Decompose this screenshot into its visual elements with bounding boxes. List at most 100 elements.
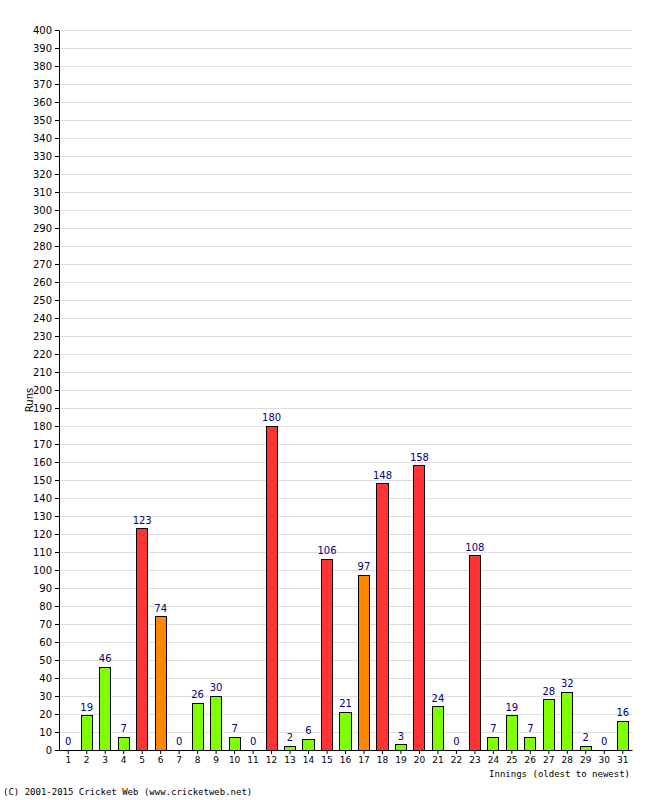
y-tick: 340 bbox=[33, 133, 59, 144]
x-tick: 25 bbox=[506, 750, 517, 765]
bar bbox=[137, 529, 148, 750]
grid-line bbox=[59, 138, 632, 139]
grid-line bbox=[59, 102, 632, 103]
y-tick-mark bbox=[55, 480, 59, 481]
y-tick: 90 bbox=[39, 583, 59, 594]
x-tick-mark bbox=[142, 750, 143, 754]
bar bbox=[358, 575, 369, 750]
y-tick-label: 390 bbox=[33, 43, 52, 54]
y-tick-mark bbox=[55, 210, 59, 211]
data-label: 3 bbox=[398, 731, 404, 742]
bar bbox=[506, 716, 517, 750]
x-tick-mark bbox=[179, 750, 180, 754]
y-tick: 390 bbox=[33, 43, 59, 54]
grid-line bbox=[59, 444, 632, 445]
y-tick-label: 220 bbox=[33, 349, 52, 360]
x-tick-mark bbox=[86, 750, 87, 754]
bar bbox=[525, 737, 536, 750]
bar bbox=[118, 737, 129, 750]
y-tick-label: 290 bbox=[33, 223, 52, 234]
y-tick-label: 200 bbox=[33, 385, 52, 396]
y-tick-label: 30 bbox=[39, 691, 52, 702]
data-label: 106 bbox=[317, 545, 336, 556]
grid-line bbox=[59, 336, 632, 337]
x-tick: 10 bbox=[229, 750, 241, 765]
data-label: 16 bbox=[616, 707, 629, 718]
y-tick-mark bbox=[55, 174, 59, 175]
x-tick: 24 bbox=[488, 750, 500, 765]
grid-line bbox=[59, 318, 632, 319]
y-tick: 10 bbox=[39, 727, 59, 738]
y-tick: 210 bbox=[33, 367, 59, 378]
y-tick-mark bbox=[55, 102, 59, 103]
data-label: 19 bbox=[80, 702, 93, 713]
y-tick: 220 bbox=[33, 349, 59, 360]
bar bbox=[285, 746, 296, 750]
y-tick-mark bbox=[55, 678, 59, 679]
x-tick-mark bbox=[123, 750, 124, 754]
x-tick-label: 7 bbox=[176, 755, 182, 765]
y-axis-title: Runs bbox=[24, 388, 35, 412]
y-tick-mark bbox=[55, 300, 59, 301]
x-tick-label: 30 bbox=[599, 755, 611, 765]
bar bbox=[155, 617, 166, 750]
bar bbox=[174, 750, 185, 751]
bar bbox=[580, 746, 591, 750]
grid-line bbox=[59, 300, 632, 301]
bar bbox=[266, 426, 277, 750]
x-tick: 22 bbox=[451, 750, 462, 765]
y-tick-label: 370 bbox=[33, 79, 52, 90]
x-tick-label: 22 bbox=[451, 755, 462, 765]
y-tick-mark bbox=[55, 444, 59, 445]
x-tick-label: 23 bbox=[469, 755, 480, 765]
x-tick-label: 3 bbox=[102, 755, 108, 765]
y-tick: 170 bbox=[33, 439, 59, 450]
y-tick-label: 0 bbox=[46, 745, 52, 756]
x-tick: 14 bbox=[303, 750, 315, 765]
x-tick-label: 18 bbox=[377, 755, 389, 765]
x-tick-label: 10 bbox=[229, 755, 241, 765]
y-tick-label: 310 bbox=[33, 187, 52, 198]
x-tick: 7 bbox=[176, 750, 182, 765]
x-tick-mark bbox=[234, 750, 235, 754]
data-label: 108 bbox=[465, 542, 484, 553]
data-labels: 0194671237402630701802610621971483158240… bbox=[65, 412, 629, 747]
x-tick-mark bbox=[197, 750, 198, 754]
y-tick-mark bbox=[55, 246, 59, 247]
x-tick-label: 14 bbox=[303, 755, 315, 765]
x-tick-mark bbox=[437, 750, 438, 754]
x-tick-mark bbox=[585, 750, 586, 754]
data-label: 0 bbox=[601, 736, 607, 747]
grid-line bbox=[59, 264, 632, 265]
y-tick-label: 80 bbox=[39, 601, 52, 612]
y-tick-mark bbox=[55, 624, 59, 625]
grid-line bbox=[59, 480, 632, 481]
x-tick-label: 21 bbox=[432, 755, 443, 765]
y-tick: 120 bbox=[33, 529, 59, 540]
data-label: 21 bbox=[339, 698, 352, 709]
x-tick-mark bbox=[456, 750, 457, 754]
x-tick-label: 26 bbox=[525, 755, 537, 765]
x-tick-mark bbox=[216, 750, 217, 754]
y-tick-mark bbox=[55, 264, 59, 265]
x-tick: 16 bbox=[340, 750, 352, 765]
data-label: 158 bbox=[410, 452, 429, 463]
y-tick: 330 bbox=[33, 151, 59, 162]
y-tick-mark bbox=[55, 588, 59, 589]
bar bbox=[562, 692, 573, 750]
y-tick: 230 bbox=[33, 331, 59, 342]
x-tick: 1 bbox=[65, 750, 71, 765]
grid-line bbox=[59, 120, 632, 121]
y-tick: 30 bbox=[39, 691, 59, 702]
y-tick: 400 bbox=[33, 25, 59, 36]
x-tick-label: 13 bbox=[284, 755, 295, 765]
bar bbox=[469, 556, 480, 750]
y-tick: 190 bbox=[33, 403, 59, 414]
x-tick: 9 bbox=[213, 750, 219, 765]
x-tick: 12 bbox=[266, 750, 277, 765]
y-tick-mark bbox=[55, 48, 59, 49]
x-tick-label: 9 bbox=[213, 755, 219, 765]
y-tick-label: 70 bbox=[39, 619, 52, 630]
x-tick-mark bbox=[604, 750, 605, 754]
grid-line bbox=[59, 390, 632, 391]
